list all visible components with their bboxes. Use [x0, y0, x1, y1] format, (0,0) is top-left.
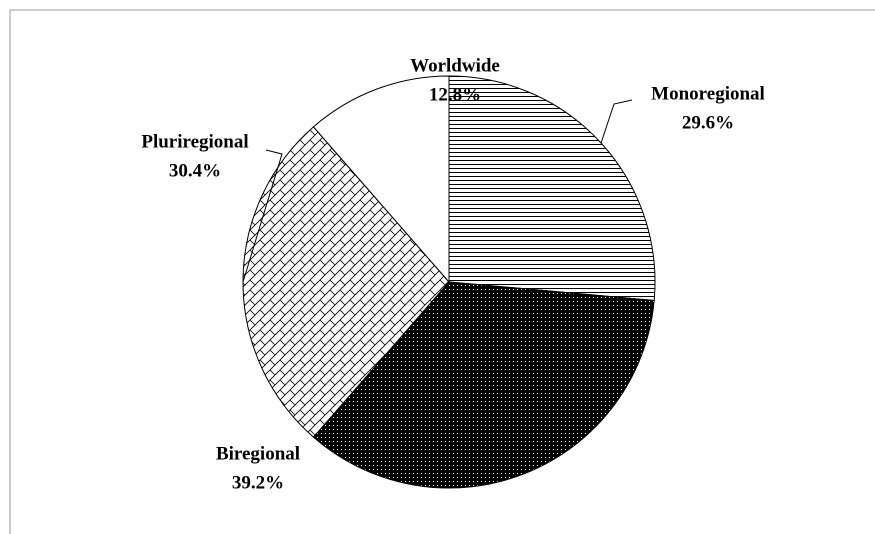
slice-value-label: 39.2% [232, 472, 284, 493]
pie-slice [312, 75, 450, 284]
pie-slice [312, 281, 655, 489]
slice-value-label: 30.4% [169, 160, 221, 181]
slice-label: Monoregional [651, 83, 765, 104]
slice-value-label: 12.8% [429, 84, 481, 105]
pie-slice [448, 75, 656, 302]
leader-line [600, 99, 633, 144]
labels: Monoregional 29.6% Biregional 39.2% Plurireg… [141, 55, 764, 493]
slice-value-label: 29.6% [682, 112, 734, 133]
frame [9, 9, 875, 534]
leader-line [242, 149, 283, 283]
slices [242, 75, 656, 489]
slice-label: Pluriregional [141, 131, 248, 152]
slice-label: Biregional [216, 443, 300, 464]
slice-label: Worldwide [410, 55, 500, 76]
